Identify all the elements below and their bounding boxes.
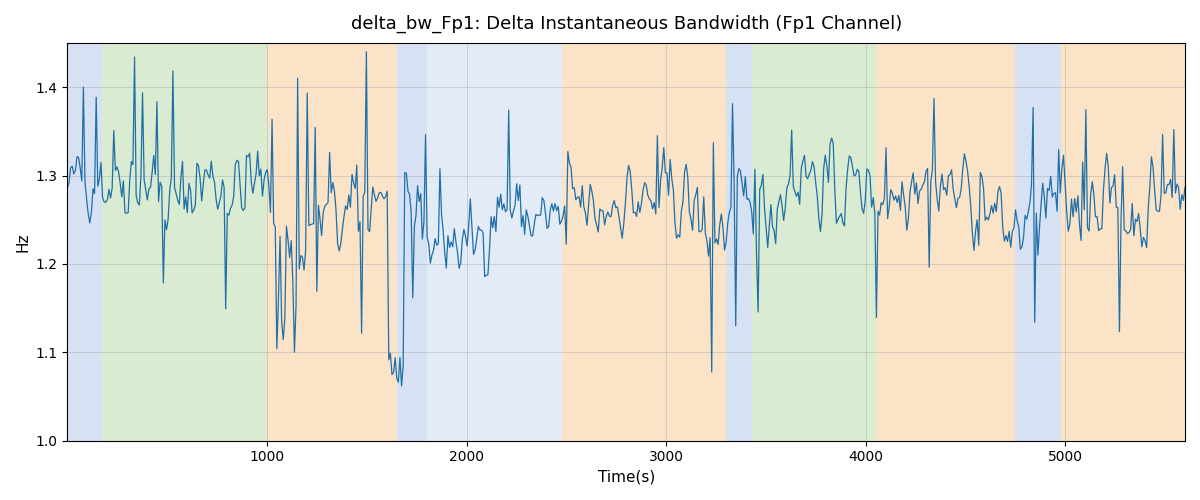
Bar xyxy=(397,43,427,440)
Bar xyxy=(563,43,726,440)
X-axis label: Time(s): Time(s) xyxy=(598,470,655,485)
Bar xyxy=(726,43,752,440)
Bar xyxy=(427,43,563,440)
Title: delta_bw_Fp1: Delta Instantaneous Bandwidth (Fp1 Channel): delta_bw_Fp1: Delta Instantaneous Bandwi… xyxy=(350,15,902,34)
Bar xyxy=(102,43,266,440)
Bar xyxy=(67,43,102,440)
Y-axis label: Hz: Hz xyxy=(16,232,30,252)
Bar xyxy=(876,43,1015,440)
Bar xyxy=(752,43,876,440)
Bar xyxy=(1015,43,1061,440)
Bar xyxy=(1061,43,1186,440)
Bar xyxy=(266,43,397,440)
